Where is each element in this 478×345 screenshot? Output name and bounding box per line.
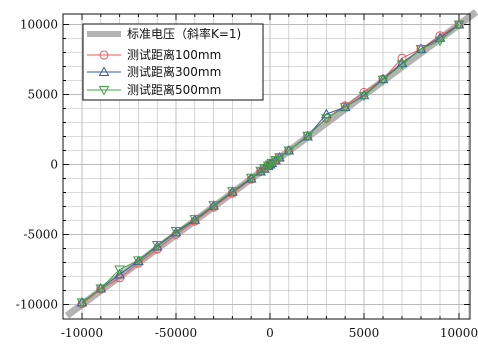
data-point — [255, 166, 266, 177]
legend-label: 测试距离500mm — [127, 82, 221, 97]
data-point — [189, 215, 201, 225]
data-point — [227, 187, 238, 197]
data-point — [76, 298, 88, 308]
data-point — [321, 108, 332, 119]
data-point — [339, 103, 351, 113]
data-point — [453, 20, 465, 31]
data-point — [377, 75, 389, 86]
legend-swatch-marker — [98, 86, 110, 96]
y-tick-label: -5000 — [23, 228, 58, 242]
data-point — [434, 36, 446, 47]
data-point — [264, 160, 276, 171]
y-tick-label: 0 — [50, 158, 58, 172]
data-point — [208, 201, 219, 211]
data-point — [358, 91, 370, 102]
x-tick-label: 0 — [266, 326, 274, 340]
data-point — [283, 146, 295, 157]
x-tick-label: -50000 — [155, 326, 197, 340]
y-tick-label: -10000 — [16, 298, 58, 312]
data-point — [170, 227, 182, 237]
data-point — [321, 114, 332, 124]
legend-label: 测试距离100mm — [127, 47, 221, 62]
series-500mm — [76, 20, 465, 308]
data-point — [396, 60, 408, 70]
y-tick-label: 10000 — [20, 18, 58, 32]
data-point — [266, 158, 278, 169]
data-point — [227, 188, 237, 198]
legend-label-reference: 标准电压（斜率K=1) — [127, 26, 241, 41]
data-point — [270, 156, 281, 166]
legend-swatch-marker — [99, 50, 109, 60]
x-tick-label: 5000 — [349, 326, 380, 340]
y-tick-label: 5000 — [27, 88, 58, 102]
data-point — [133, 256, 144, 266]
data-point — [274, 153, 285, 163]
data-point — [151, 241, 163, 251]
data-point — [415, 45, 427, 55]
plot-frame — [62, 13, 471, 320]
legend-swatch-marker — [98, 66, 110, 76]
data-point — [209, 202, 219, 212]
data-point — [262, 161, 274, 172]
legend-label: 测试距离300mm — [127, 64, 221, 79]
data-point — [95, 284, 107, 294]
data-point — [114, 268, 125, 279]
data-point — [435, 31, 445, 41]
data-point — [245, 173, 257, 184]
x-tick-label: -10000 — [61, 326, 103, 340]
data-point — [114, 265, 125, 276]
series-layer — [76, 18, 465, 309]
data-point — [358, 89, 370, 100]
data-point — [259, 164, 270, 174]
data-point — [397, 53, 407, 63]
legend: 标准电压（斜率K=1) 测试距离100mm 测试距离300mm 测试距离500mm — [82, 23, 264, 101]
data-point — [302, 131, 313, 142]
x-tick-label: 10000 — [440, 326, 478, 340]
axis-ticks: -10000 -50000 0 5000 10000 10000 5000 0 -5000 -10… — [16, 14, 478, 340]
